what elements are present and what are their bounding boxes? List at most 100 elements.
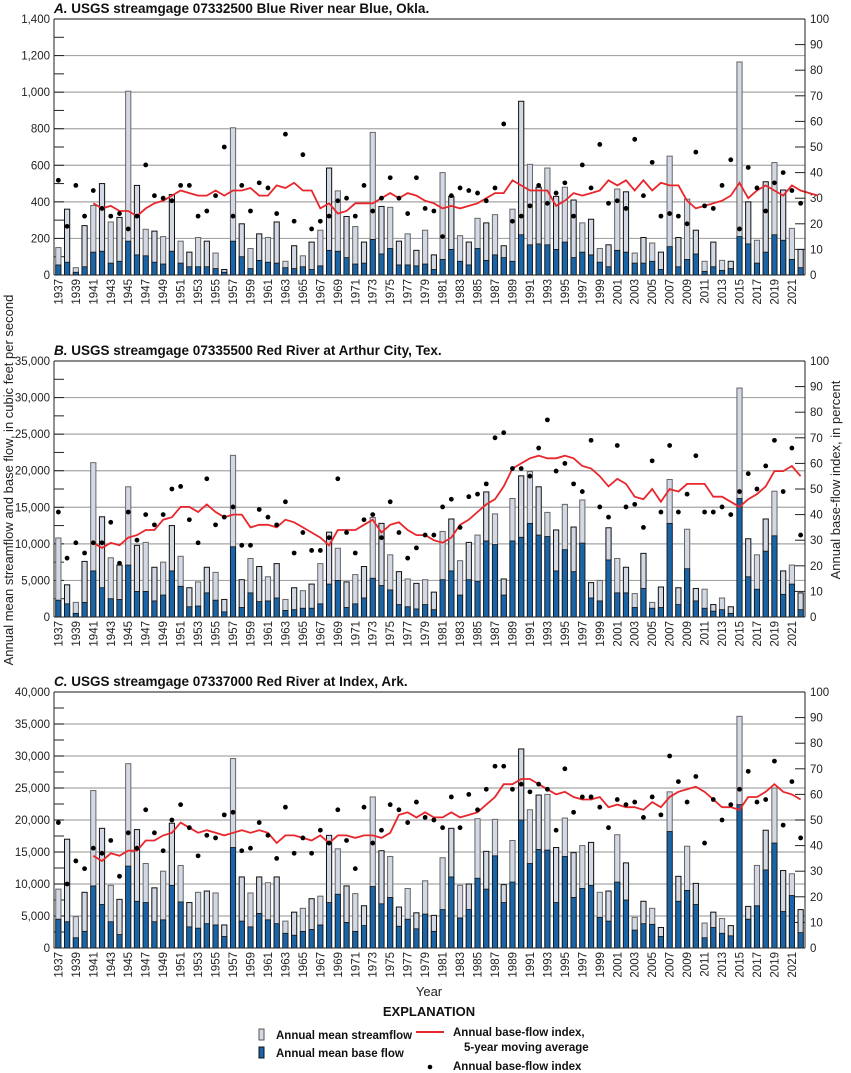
bfi-dot [160, 195, 166, 201]
baseflow-bar [465, 579, 472, 618]
bfi-dot [510, 786, 515, 792]
x-tick-label: 1973 [368, 279, 380, 305]
baseflow-bar [64, 261, 71, 276]
baseflow-bar [99, 587, 106, 618]
bfi-dot [780, 170, 786, 176]
baseflow-bar [640, 588, 647, 618]
baseflow-bar [561, 549, 568, 618]
baseflow-bar [151, 921, 158, 949]
baseflow-bar [247, 592, 254, 618]
x-tick-label: 1965 [298, 621, 310, 647]
x-tick-label: 2015 [735, 621, 747, 647]
bfi-dot [239, 848, 245, 854]
baseflow-bar [299, 930, 306, 949]
baseflow-bar [177, 585, 184, 618]
bfi-dot [544, 417, 550, 423]
baseflow-bar [570, 257, 577, 276]
x-tick-label: 1979 [420, 952, 432, 978]
bfi-dot [501, 763, 507, 769]
x-tick-label: 1951 [176, 621, 188, 647]
baseflow-bar [133, 591, 140, 618]
y-tick-label: 30,000 [15, 393, 50, 405]
baseflow-bar [212, 599, 219, 618]
baseflow-bar [238, 256, 245, 276]
baseflow-bar [404, 918, 411, 949]
baseflow-bar [238, 920, 245, 949]
baseflow-bar [387, 248, 394, 276]
baseflow-bar [133, 900, 140, 949]
bfi-dot [597, 142, 603, 147]
bfi-dot [658, 509, 664, 515]
y2-tick-label: 20 [810, 892, 823, 904]
baseflow-bar [422, 913, 429, 949]
baseflow-bar [160, 263, 167, 276]
baseflow-bar [780, 593, 787, 618]
legend-ma-label-2: 5-year moving average [464, 1042, 589, 1054]
bfi-dot [745, 165, 751, 170]
baseflow-bar [369, 238, 376, 276]
bfi-dot [737, 786, 742, 792]
y2-tick-label: 60 [810, 458, 823, 470]
x-tick-label: 1969 [333, 279, 345, 305]
x-tick-label: 2005 [647, 279, 659, 305]
bfi-dot [772, 180, 777, 186]
bfi-dot [536, 445, 542, 451]
baseflow-bar [719, 270, 726, 276]
x-tick-label: 1953 [193, 952, 205, 978]
bfi-dot [562, 461, 568, 466]
streamflow-swatch-icon [258, 1028, 265, 1041]
y2-tick-label: 10 [810, 244, 823, 256]
x-tick-label: 1949 [158, 952, 170, 978]
y2-tick-label: 50 [810, 484, 823, 496]
x-tick-label: 1959 [245, 279, 257, 305]
y2-tick-label: 0 [810, 270, 816, 282]
moving-average-line [92, 454, 802, 549]
baseflow-bar [788, 583, 795, 618]
bfi-dot [160, 848, 166, 854]
x-tick-label: 1983 [455, 952, 467, 978]
baseflow-bar [649, 923, 656, 949]
bfi-dot [553, 827, 559, 833]
bfi-dot [606, 825, 611, 831]
bfi-dot [143, 512, 149, 517]
bfi-dot [527, 473, 533, 479]
moving-average-line [92, 178, 819, 218]
y2-tick-label: 100 [810, 14, 829, 26]
x-tick-label: 1995 [560, 621, 572, 647]
bfi-dot [361, 183, 367, 188]
bfi-dot [675, 509, 681, 515]
y2-tick-label: 60 [810, 116, 823, 128]
x-tick-label: 1965 [298, 279, 310, 305]
y2-tick-label: 30 [810, 193, 823, 205]
bfi-dot [239, 542, 245, 548]
x-tick-label: 1945 [123, 621, 135, 647]
bfi-dot [623, 802, 629, 808]
baseflow-bar [553, 902, 560, 949]
baseflow-bar [282, 610, 289, 618]
x-tick-label: 1941 [88, 279, 100, 305]
baseflow-bar [221, 611, 228, 618]
baseflow-bar [439, 259, 446, 276]
x-tick-label: 1975 [385, 621, 397, 647]
bfi-dot [466, 494, 472, 500]
bfi-dot [335, 198, 341, 204]
baseflow-bar [291, 609, 298, 618]
baseflow-bar [125, 240, 132, 276]
baseflow-bar [544, 536, 551, 618]
baseflow-bar [334, 580, 341, 618]
baseflow-bar [465, 264, 472, 276]
x-tick-label: 1941 [88, 621, 100, 647]
baseflow-bar [186, 926, 193, 949]
bfi-dot [396, 530, 402, 535]
bfi-dot [798, 532, 804, 538]
bfi-dot [457, 525, 463, 530]
baseflow-bar [719, 609, 726, 618]
bfi-dot [117, 873, 122, 879]
baseflow-bar [352, 263, 359, 276]
x-tick-label: 2013 [717, 952, 729, 978]
baseflow-bar [422, 604, 429, 618]
x-tick-label: 1987 [490, 621, 502, 647]
baseflow-bar [326, 902, 333, 949]
x-tick-label: 2013 [717, 279, 729, 305]
bfi-dot [221, 812, 227, 818]
